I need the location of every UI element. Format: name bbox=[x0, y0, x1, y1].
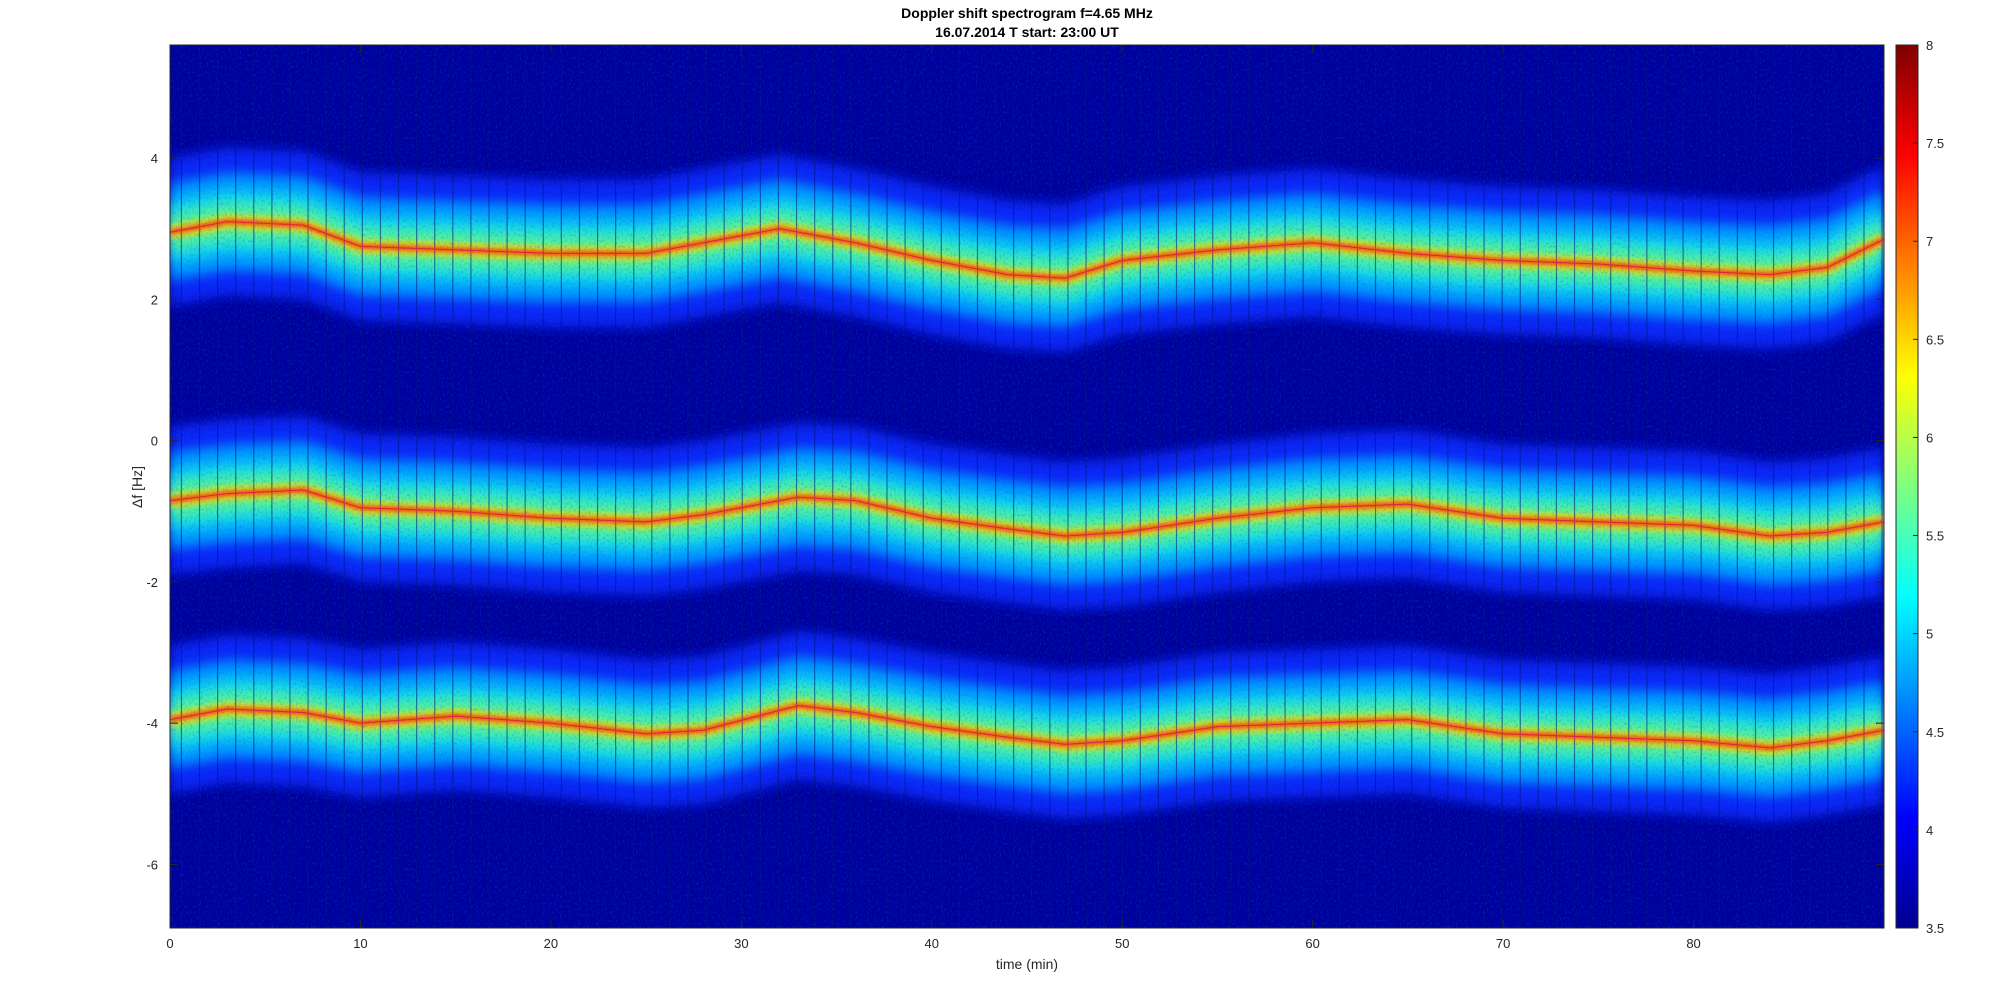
x-tick-label: 80 bbox=[1686, 936, 1700, 951]
series-2-trace bbox=[170, 489, 1884, 537]
trace-lines bbox=[170, 219, 1884, 750]
x-tick-label: 20 bbox=[544, 936, 558, 951]
y-tick-label: -4 bbox=[146, 716, 158, 731]
chart-title: Doppler shift spectrogram f=4.65 MHz bbox=[901, 5, 1153, 21]
x-tick-label: 60 bbox=[1305, 936, 1319, 951]
x-axis: 0 10 20 30 40 50 60 70 80 bbox=[166, 45, 1701, 951]
y-tick-label: -6 bbox=[146, 857, 158, 872]
colorbar-ticks: 8 7.5 7 6.5 6 5.5 5 4.5 4 3.5 bbox=[1913, 38, 1944, 936]
x-tick-label: 10 bbox=[353, 936, 367, 951]
chart-subtitle: 16.07.2014 T start: 23:00 UT bbox=[935, 24, 1119, 40]
series-3-trace bbox=[170, 704, 1884, 749]
x-tick-label: 40 bbox=[925, 936, 939, 951]
plot-area bbox=[170, 45, 1884, 928]
x-tick-label: 70 bbox=[1496, 936, 1510, 951]
y-axis-label: Δf [Hz] bbox=[129, 466, 145, 508]
colorbar-tick-label: 6.5 bbox=[1926, 332, 1944, 347]
colorbar-tick-label: 3.5 bbox=[1926, 921, 1944, 936]
speckle-noise bbox=[170, 45, 1884, 928]
series-1-trace bbox=[170, 221, 1884, 279]
y-tick-label: -2 bbox=[146, 575, 158, 590]
colorbar-tick-label: 7.5 bbox=[1926, 136, 1944, 151]
colorbar-tick-label: 8 bbox=[1926, 38, 1933, 53]
colorbar-tick-label: 5.5 bbox=[1926, 529, 1944, 544]
colorbar-tick-label: 4 bbox=[1926, 823, 1933, 838]
x-tick-label: 0 bbox=[166, 936, 173, 951]
plot-frame bbox=[169, 44, 1885, 929]
y-tick-label: 4 bbox=[151, 151, 158, 166]
colorbar-fill bbox=[1895, 44, 1919, 929]
y-axis: 4 2 0 -2 -4 -6 bbox=[146, 151, 1884, 872]
colorbar-tick-label: 6 bbox=[1926, 430, 1933, 445]
x-tick-label: 30 bbox=[734, 936, 748, 951]
x-axis-label: time (min) bbox=[996, 956, 1058, 972]
x-tick-label: 50 bbox=[1115, 936, 1129, 951]
colorbar-tick-label: 5 bbox=[1926, 627, 1933, 642]
y-tick-label: 2 bbox=[151, 292, 158, 307]
colorbar-tick-label: 7 bbox=[1926, 234, 1933, 249]
colorbar: 8 7.5 7 6.5 6 5.5 5 4.5 4 3.5 bbox=[1895, 38, 1944, 936]
y-tick-label: 0 bbox=[151, 434, 158, 449]
colorbar-tick-label: 4.5 bbox=[1926, 725, 1944, 740]
